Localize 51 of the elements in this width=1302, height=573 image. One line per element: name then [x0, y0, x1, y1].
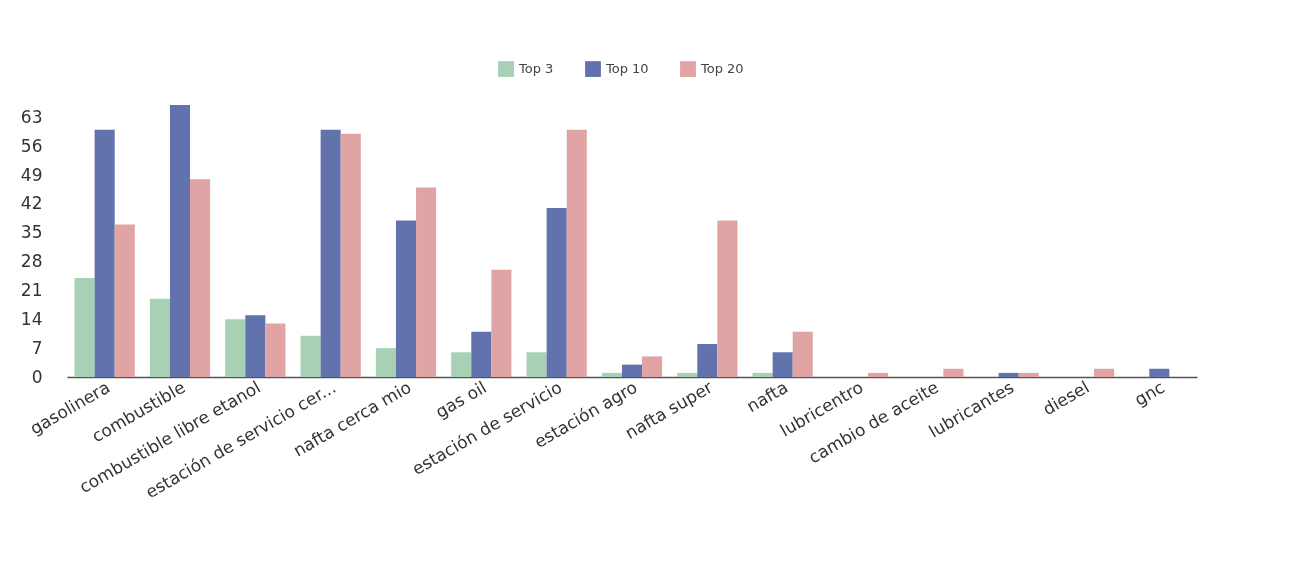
y-tick-label: 42 [20, 193, 43, 214]
bar [642, 356, 663, 377]
bar [94, 129, 115, 377]
bar [265, 323, 286, 377]
bar [526, 352, 547, 377]
bar [697, 344, 718, 377]
y-tick-label: 14 [20, 308, 43, 329]
y-tick-label: 63 [20, 106, 43, 127]
bar [169, 105, 191, 377]
bar [451, 352, 472, 377]
y-tick-label: 35 [20, 222, 43, 243]
y-tick-label: 28 [20, 251, 43, 272]
bar [1149, 368, 1170, 377]
x-tick-label: gnc [1131, 376, 1168, 410]
bar [868, 372, 889, 377]
bar [300, 335, 321, 377]
bar [225, 319, 246, 377]
bar [74, 278, 95, 377]
y-tick-label: 21 [20, 279, 43, 300]
legend-label: Top 20 [700, 61, 744, 77]
y-tick-label: 56 [20, 135, 43, 156]
bar [340, 133, 361, 377]
bar [491, 269, 512, 377]
bar [471, 331, 492, 377]
bar [943, 368, 964, 377]
bar [320, 129, 341, 377]
y-tick-label: 7 [31, 337, 43, 358]
bar [717, 220, 738, 377]
bar [375, 348, 396, 377]
y-tick-label: 49 [20, 164, 43, 185]
bar [998, 372, 1019, 377]
x-tick-label: gas oil [431, 376, 490, 422]
bar [190, 179, 211, 377]
bar [752, 372, 773, 377]
bar [621, 364, 643, 377]
bar [772, 352, 793, 377]
bar [566, 129, 587, 377]
bar [395, 220, 417, 377]
bar [114, 224, 135, 377]
bar [1018, 372, 1039, 377]
bar [677, 372, 698, 377]
bar [245, 315, 266, 377]
legend-label: Top 3 [518, 61, 554, 77]
bar [416, 187, 437, 377]
legend-label: Top 10 [605, 61, 649, 77]
y-tick-label: 0 [31, 366, 43, 387]
bar [1094, 368, 1115, 377]
bar [149, 298, 170, 377]
bar [792, 331, 813, 377]
bar [601, 372, 622, 377]
bar [546, 208, 567, 377]
